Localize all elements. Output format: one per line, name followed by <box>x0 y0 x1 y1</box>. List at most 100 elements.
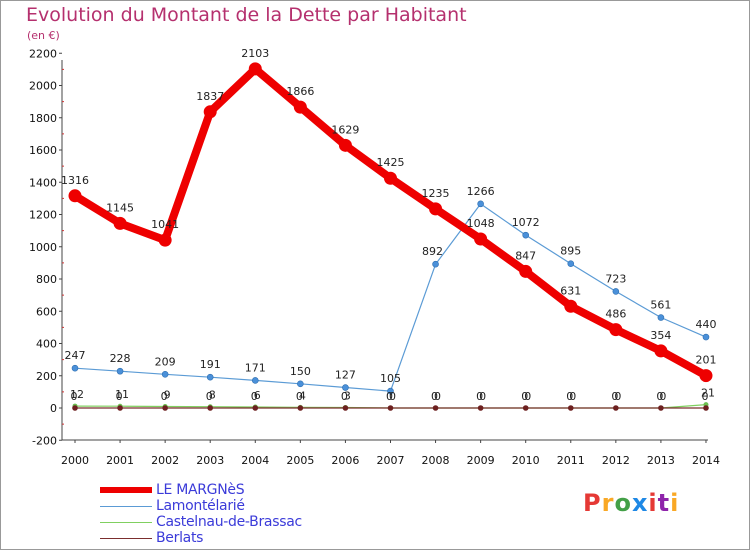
data-label-castelnau-de-brassac: 6 <box>254 389 261 402</box>
data-point-le-margnes <box>113 216 127 230</box>
data-label-castelnau-de-brassac: 9 <box>164 389 171 402</box>
data-label-castelnau-de-brassac: 0 <box>614 390 621 403</box>
data-label-le-margnes: 1145 <box>106 201 134 214</box>
data-label-castelnau-de-brassac: 0 <box>659 390 666 403</box>
data-label-berlats: 0 <box>296 390 303 403</box>
x-tick-label: 2014 <box>692 454 720 467</box>
data-point-le-margnes <box>203 105 217 119</box>
data-point-le-margnes <box>68 189 82 203</box>
legend-swatch-castelnau-de-brassac <box>100 522 152 523</box>
data-label-le-margnes: 2103 <box>241 47 269 60</box>
data-label-berlats: 0 <box>611 390 618 403</box>
data-point-berlats <box>207 405 214 411</box>
legend-swatch-lamontelarie <box>100 506 152 507</box>
data-point-lamontelarie <box>477 200 484 208</box>
y-tick-label: 0 <box>50 402 57 415</box>
data-label-lamontelarie: 209 <box>155 355 176 368</box>
y-tick-label: -200 <box>32 434 57 447</box>
data-label-castelnau-de-brassac: 4 <box>299 389 306 402</box>
x-tick-label: 2010 <box>512 454 540 467</box>
data-point-lamontelarie <box>387 387 394 395</box>
data-point-berlats <box>162 405 168 411</box>
logo-letter: P <box>583 489 602 517</box>
legend-label-castelnau-de-brassac: Castelnau-de-Brassac <box>156 514 302 530</box>
data-label-lamontelarie: 1266 <box>467 185 495 198</box>
data-label-berlats: 0 <box>206 390 213 403</box>
y-tick-label: 600 <box>36 305 57 318</box>
data-point-lamontelarie <box>161 370 169 378</box>
data-label-castelnau-de-brassac: 0 <box>479 390 486 403</box>
data-point-berlats <box>613 405 619 411</box>
data-label-lamontelarie: 892 <box>422 245 443 258</box>
data-label-lamontelarie: 1072 <box>512 216 540 229</box>
logo-letter: r <box>601 489 615 517</box>
x-tick-label: 2005 <box>286 454 314 467</box>
data-label-le-margnes: 1316 <box>61 174 89 187</box>
data-point-lamontelarie <box>702 333 710 341</box>
y-tick-label: 200 <box>36 370 57 383</box>
logo-letter: t <box>657 489 671 517</box>
data-label-castelnau-de-brassac: 0 <box>569 390 576 403</box>
data-label-berlats: 0 <box>116 390 123 403</box>
y-tick-label: 2200 <box>29 47 57 60</box>
data-label-berlats: 0 <box>161 390 168 403</box>
y-tick-label: 1400 <box>29 176 57 189</box>
y-tick-label: 1200 <box>29 209 57 222</box>
data-point-lamontelarie <box>71 364 79 372</box>
legend-label-lamontelarie: Lamontélarié <box>156 498 245 514</box>
data-label-lamontelarie: 440 <box>695 318 716 331</box>
legend-label-berlats: Berlats <box>156 530 204 546</box>
data-label-le-margnes: 1041 <box>151 218 179 231</box>
legend-swatch-berlats <box>100 538 152 539</box>
x-tick-label: 2003 <box>196 454 224 467</box>
data-point-le-margnes <box>474 232 488 246</box>
data-label-lamontelarie: 561 <box>650 299 671 312</box>
data-point-le-margnes <box>429 202 443 216</box>
data-point-le-margnes <box>293 100 307 114</box>
data-point-lamontelarie <box>342 384 349 391</box>
y-tick-label: 1600 <box>29 144 57 157</box>
data-label-berlats: 0 <box>656 390 663 403</box>
chart-title: Evolution du Montant de la Dette par Hab… <box>26 4 467 26</box>
x-tick-label: 2004 <box>241 454 269 467</box>
data-point-le-margnes <box>609 323 623 337</box>
data-label-lamontelarie: 127 <box>335 369 356 382</box>
x-tick-label: 2006 <box>331 454 359 467</box>
data-point-lamontelarie <box>567 260 575 267</box>
legend-label-le-margnes: LE MARGNèS <box>156 482 245 498</box>
data-label-le-margnes: 1629 <box>331 123 359 136</box>
x-tick-label: 2012 <box>602 454 630 467</box>
data-point-lamontelarie <box>116 367 124 375</box>
data-point-berlats <box>658 405 664 411</box>
data-label-berlats: 0 <box>521 390 528 403</box>
data-label-lamontelarie: 228 <box>110 352 131 365</box>
data-point-berlats <box>297 405 304 411</box>
data-label-le-margnes: 201 <box>695 354 716 367</box>
data-point-lamontelarie <box>206 373 214 381</box>
data-label-berlats: 0 <box>71 390 78 403</box>
proxiti-logo: Proxiti <box>583 489 679 517</box>
data-point-le-margnes <box>338 138 352 152</box>
data-point-le-margnes <box>383 171 397 185</box>
data-label-castelnau-de-brassac: 11 <box>115 388 129 401</box>
data-label-lamontelarie: 895 <box>560 245 581 258</box>
data-point-lamontelarie <box>522 231 530 239</box>
data-point-berlats <box>387 405 394 411</box>
data-label-berlats: 0 <box>701 390 708 403</box>
x-tick-label: 2001 <box>106 454 134 467</box>
data-point-berlats <box>477 405 484 411</box>
data-label-le-margnes: 1837 <box>196 90 224 103</box>
data-label-le-margnes: 1048 <box>467 217 495 230</box>
data-point-berlats <box>703 405 709 411</box>
data-point-berlats <box>342 405 349 411</box>
data-label-lamontelarie: 105 <box>380 372 401 385</box>
logo-letter: o <box>614 489 632 517</box>
data-point-berlats <box>117 405 123 411</box>
logo-letter: x <box>631 489 649 517</box>
data-label-lamontelarie: 247 <box>65 349 86 362</box>
data-point-lamontelarie <box>432 260 439 268</box>
data-label-castelnau-de-brassac: 12 <box>70 388 84 401</box>
data-label-le-margnes: 354 <box>650 329 671 342</box>
